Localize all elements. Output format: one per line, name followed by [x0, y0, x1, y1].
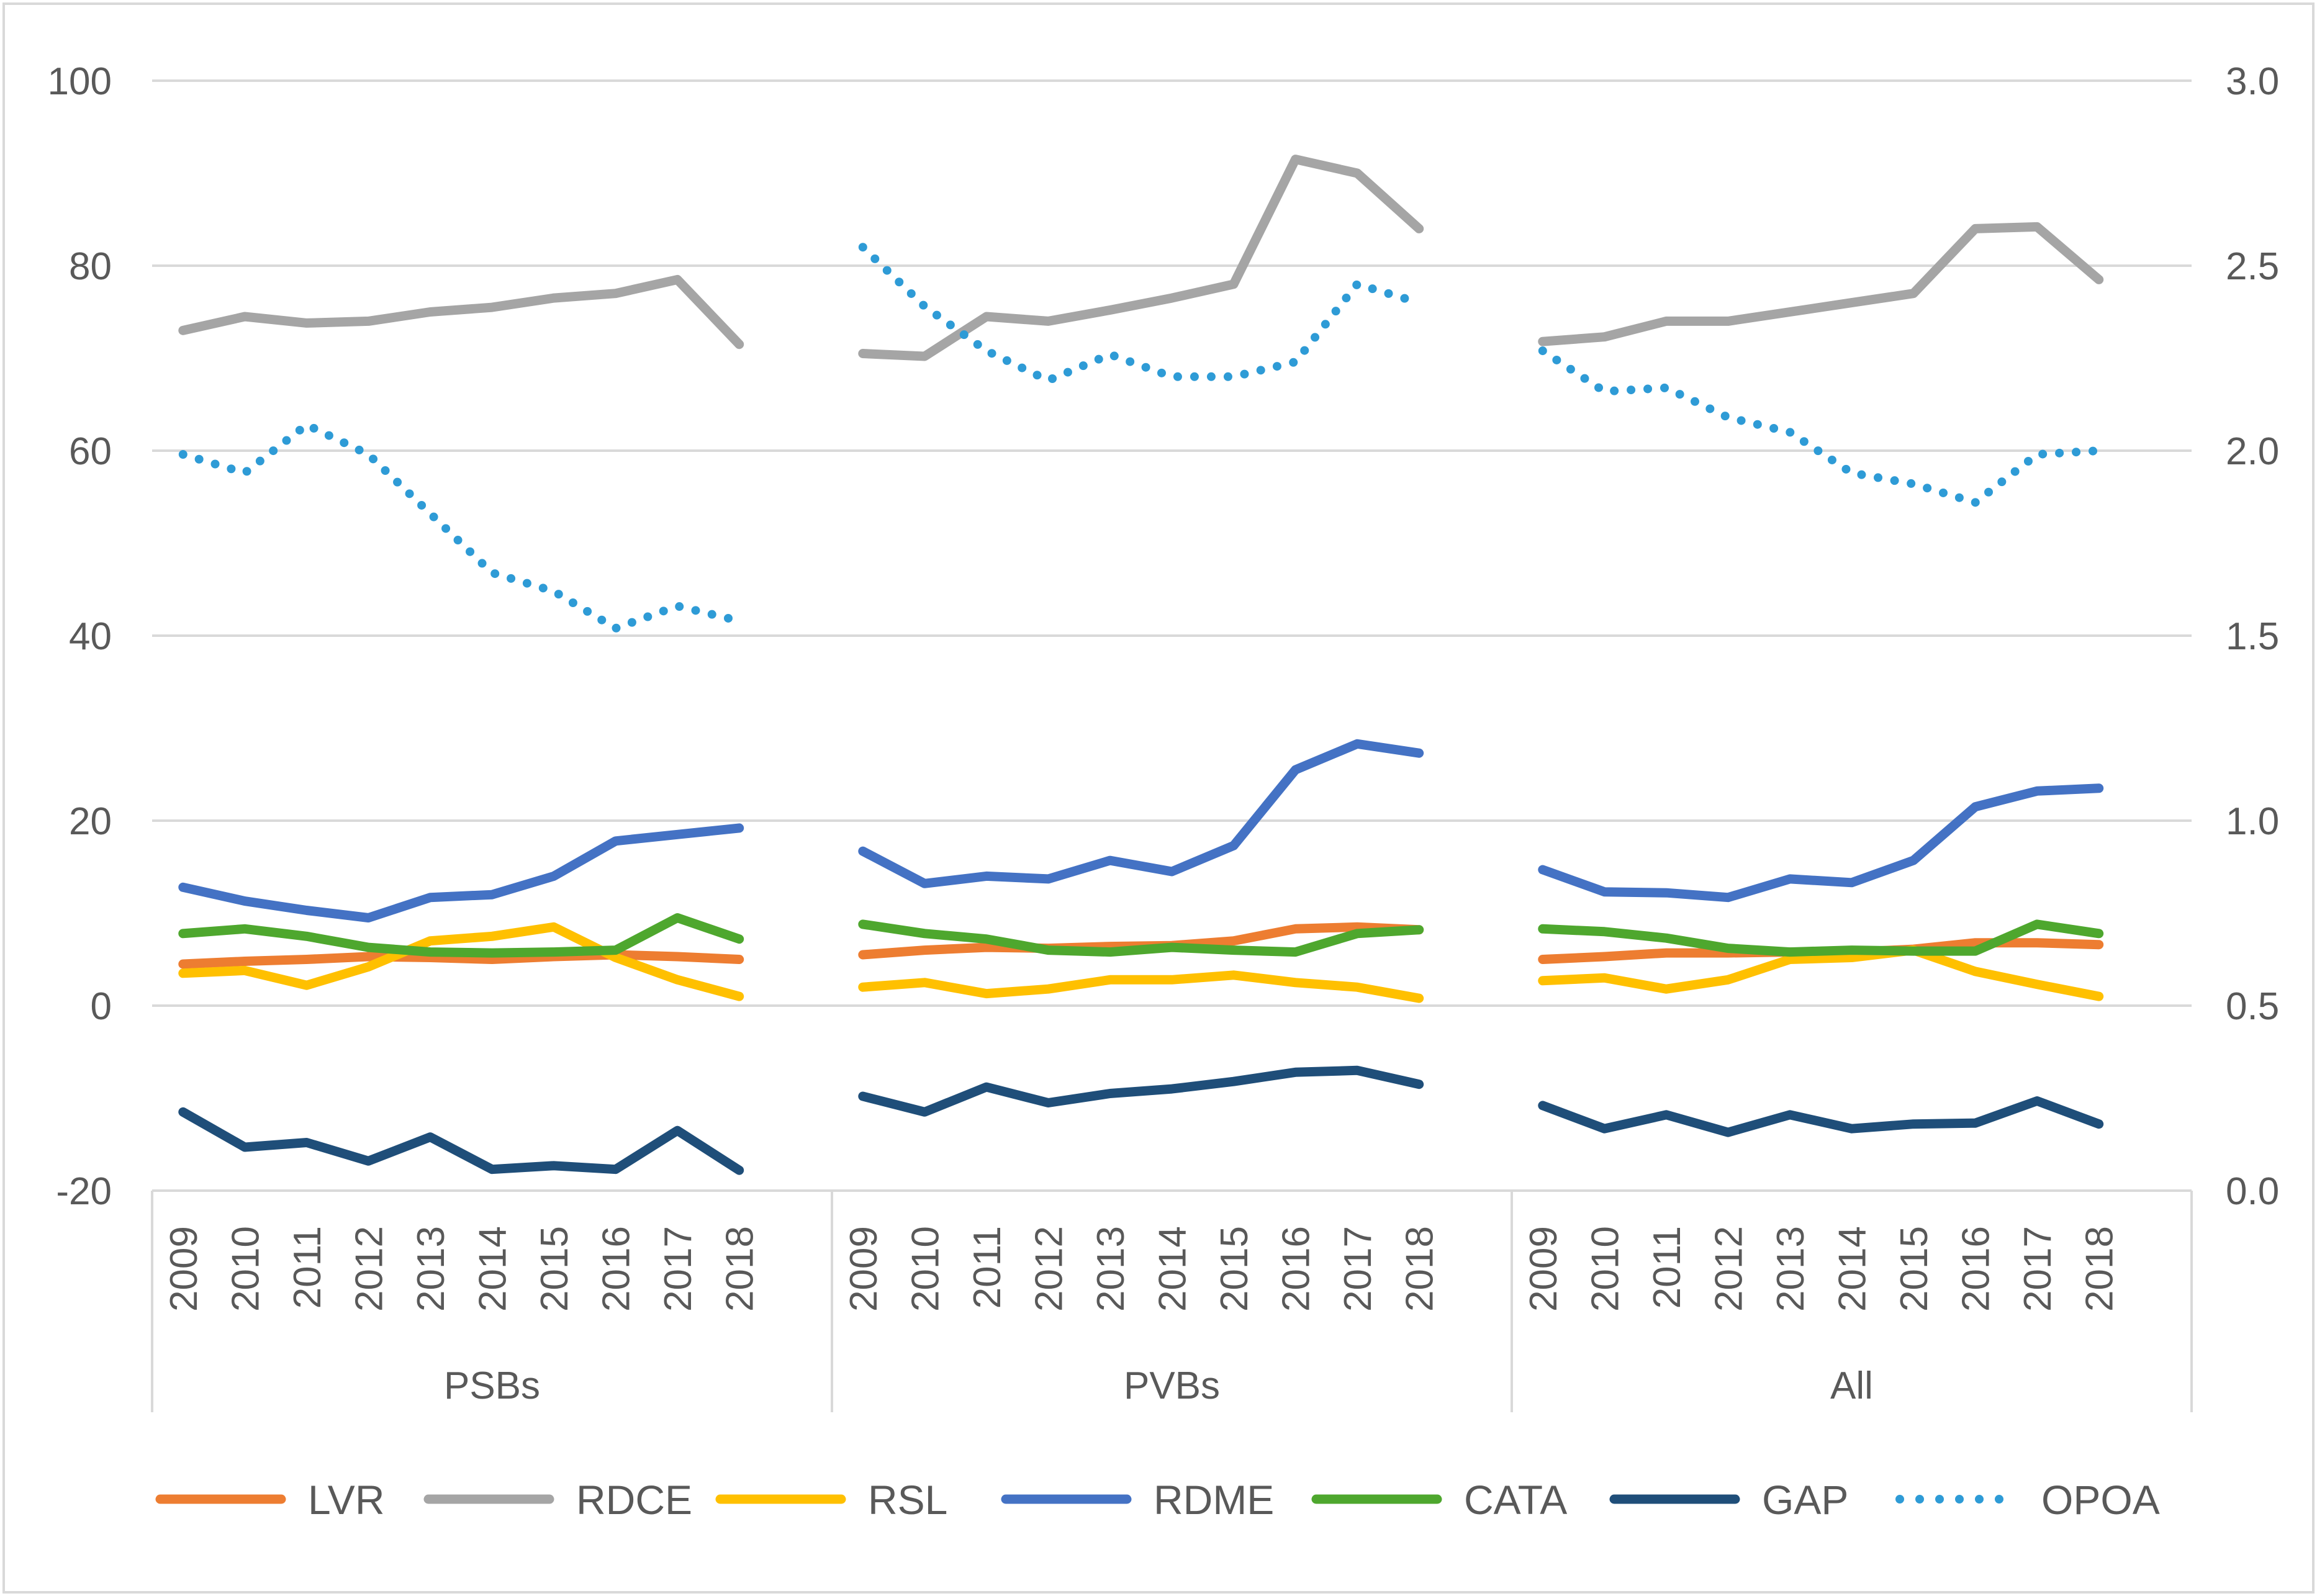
right-axis-tick-label: 2.5	[2226, 245, 2279, 288]
series-line-rdce	[1538, 222, 2104, 346]
x-tick-label: 2010	[904, 1226, 947, 1312]
series-line-cata	[858, 919, 1424, 957]
x-tick-label: 2011	[966, 1226, 1009, 1309]
left-axis-tick-label: 40	[69, 615, 112, 658]
series-line-rsl	[1538, 945, 2104, 1001]
group-label: All	[1830, 1364, 1873, 1407]
series-line-opoa	[1538, 346, 2103, 507]
legend-label-rdce: RDCE	[576, 1477, 692, 1523]
left-axis-tick-label: -20	[56, 1170, 112, 1213]
series-line-gap	[858, 1065, 1424, 1117]
series-line-gap	[178, 1107, 744, 1175]
x-tick-label: 2011	[1646, 1226, 1689, 1309]
left-axis-tick-label: 20	[69, 800, 112, 843]
legend-label-cata: CATA	[1464, 1477, 1567, 1523]
legend-label-lvr: LVR	[308, 1477, 385, 1523]
x-tick-label: 2016	[1955, 1226, 1998, 1312]
x-tick-label: 2014	[472, 1226, 515, 1312]
right-axis-tick-label: 3.0	[2226, 60, 2279, 103]
series-line-rdce	[178, 274, 744, 349]
series-line-rsl	[858, 970, 1424, 1003]
x-tick-label: 2015	[533, 1226, 576, 1312]
left-axis-tick-label: 0	[91, 985, 112, 1028]
series-gap	[178, 1065, 2104, 1175]
legend-label-gap: GAP	[1762, 1477, 1848, 1523]
right-axis-tick-label: 0.5	[2226, 985, 2279, 1028]
x-tick-label: 2012	[1028, 1226, 1070, 1312]
x-tick-label: 2010	[224, 1226, 267, 1312]
x-tick-label: 2018	[1399, 1226, 1442, 1312]
series-rdme	[178, 739, 2104, 922]
right-y-axis: 0.0 0.5 1.0 1.5 2.0 2.5 3.0	[2226, 60, 2279, 1213]
x-tick-label: 2009	[1522, 1226, 1565, 1312]
series-line-opoa	[858, 243, 1424, 385]
group-label: PSBs	[444, 1364, 540, 1407]
x-tick-label: 2014	[1831, 1226, 1874, 1312]
x-tick-label: 2012	[348, 1226, 391, 1312]
x-tick-label: 2013	[1769, 1226, 1812, 1312]
legend-label-rdme: RDME	[1154, 1477, 1274, 1523]
series-opoa	[178, 243, 2103, 633]
series-cata	[178, 913, 2104, 958]
series-rdce	[178, 155, 2104, 361]
x-tick-label: 2014	[1152, 1226, 1195, 1312]
series-line-rdce	[858, 155, 1424, 361]
x-tick-label: 2015	[1213, 1226, 1256, 1312]
x-tick-label: 2018	[2079, 1226, 2121, 1312]
x-tick-label: 2009	[842, 1226, 885, 1312]
gridlines	[152, 79, 2192, 1192]
x-tick-label: 2015	[1893, 1226, 1936, 1312]
group-label: PVBs	[1124, 1364, 1220, 1407]
legend-label-rsl: RSL	[868, 1477, 947, 1523]
x-tick-label: 2009	[163, 1226, 206, 1312]
series-line-cata	[1538, 919, 2104, 957]
x-tick-label: 2011	[286, 1226, 329, 1309]
x-tick-label: 2017	[2017, 1226, 2059, 1312]
left-axis-tick-label: 100	[48, 60, 112, 103]
legend-label-opoa: OPOA	[2041, 1477, 2160, 1523]
left-axis-tick-label: 60	[69, 430, 112, 473]
legend: LVR RDCE RSL RDME CATA GAP OPOA	[155, 1477, 2160, 1523]
right-axis-tick-label: 2.0	[2226, 430, 2279, 473]
series-line-lvr	[178, 950, 744, 969]
series-line-cata	[178, 913, 744, 958]
series-line-rdme	[858, 739, 1424, 888]
series-line-rsl	[178, 922, 744, 1001]
series-line-gap	[1538, 1096, 2104, 1137]
right-axis-tick-label: 0.0	[2226, 1170, 2279, 1213]
x-tick-label: 2012	[1707, 1226, 1750, 1312]
series-line-rdme	[1538, 783, 2104, 903]
right-axis-tick-label: 1.0	[2226, 800, 2279, 843]
x-tick-label: 2018	[719, 1226, 762, 1312]
x-tick-label: 2017	[1337, 1226, 1380, 1312]
x-tick-label: 2017	[657, 1226, 700, 1312]
x-axis: 2009 2010 2011 2012 2013 2014 2015 2016 2017 2018…	[151, 1191, 2193, 1412]
x-tick-label: 2016	[595, 1226, 638, 1312]
left-axis-tick-label: 80	[69, 245, 112, 288]
x-tick-label: 2016	[1275, 1226, 1318, 1312]
x-tick-label: 2010	[1584, 1226, 1627, 1312]
series-line-rdme	[178, 823, 744, 922]
series-lines	[178, 155, 2104, 1175]
series-line-opoa	[178, 420, 744, 633]
x-tick-label: 2013	[1090, 1226, 1132, 1312]
left-y-axis: -20 0 20 40 60 80 100	[48, 60, 112, 1213]
x-tick-label: 2013	[410, 1226, 453, 1312]
series-rsl	[178, 922, 2104, 1003]
right-axis-tick-label: 1.5	[2226, 615, 2279, 658]
